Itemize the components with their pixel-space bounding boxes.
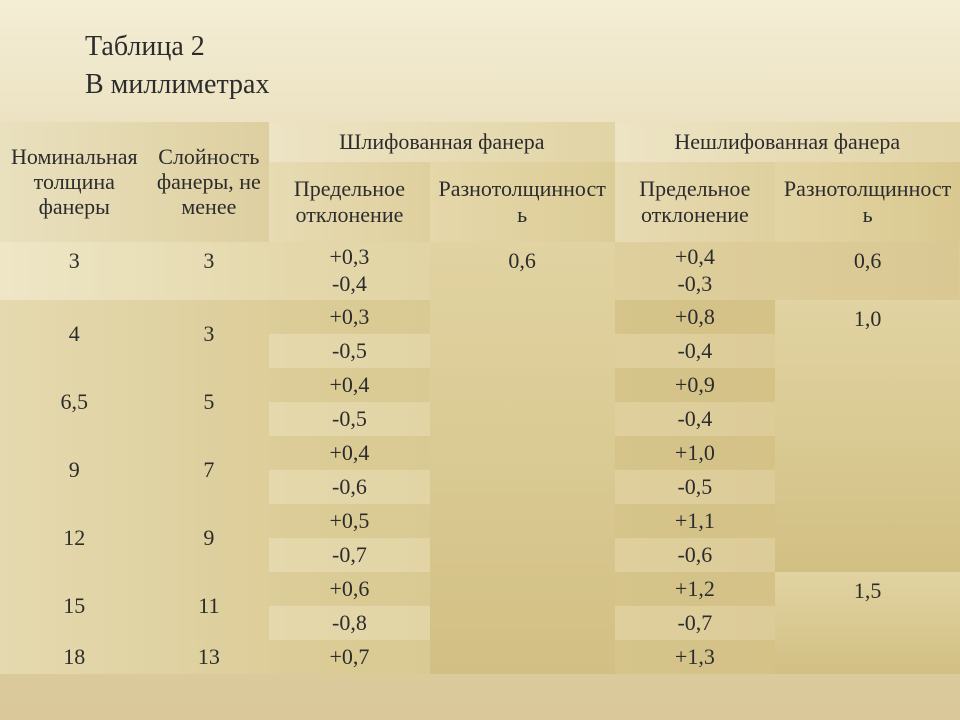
- cell-layers: 3: [149, 242, 270, 300]
- cell-layers: 3: [149, 300, 270, 368]
- cell-thickness: 9: [0, 436, 149, 504]
- cell-u-neg: -0,4: [615, 402, 776, 436]
- cell-thickness: 4: [0, 300, 149, 368]
- cell-u-dev: +0,4-0,3: [615, 242, 776, 300]
- cell-u-var: 1,0: [775, 300, 960, 572]
- cell-thickness: 12: [0, 504, 149, 572]
- cell-layers: 7: [149, 436, 270, 504]
- cell-thickness: 3: [0, 242, 149, 300]
- cell-s-pos: +0,7: [269, 640, 430, 674]
- col-header-s-variation: Разнотолщинность: [430, 162, 615, 242]
- cell-u-neg: -0,6: [615, 538, 776, 572]
- cell-u-neg: -0,4: [615, 334, 776, 368]
- cell-u-var: 1,5: [775, 572, 960, 674]
- cell-u-pos: +0,9: [615, 368, 776, 402]
- cell-layers: 13: [149, 640, 270, 674]
- cell-u-neg: -0,5: [615, 470, 776, 504]
- cell-s-neg: -0,5: [269, 402, 430, 436]
- col-header-s-deviation: Предельное отклонение: [269, 162, 430, 242]
- col-group-unsanded: Нешлифованная фанера: [615, 122, 960, 162]
- cell-s-neg: -0,5: [269, 334, 430, 368]
- cell-layers: 9: [149, 504, 270, 572]
- cell-u-pos: +1,1: [615, 504, 776, 538]
- cell-u-pos: +0,8: [615, 300, 776, 334]
- cell-s-pos: +0,4: [269, 368, 430, 402]
- cell-u-var: 0,6: [775, 242, 960, 300]
- cell-s-neg: -0,6: [269, 470, 430, 504]
- cell-thickness: 6,5: [0, 368, 149, 436]
- cell-s-var: 0,6: [430, 242, 615, 674]
- plywood-tolerance-table: Номинальная толщина фанеры Слойность фан…: [0, 122, 960, 674]
- col-group-sanded: Шлифованная фанера: [269, 122, 614, 162]
- cell-u-neg: -0,7: [615, 606, 776, 640]
- cell-s-neg: -0,7: [269, 538, 430, 572]
- table-row: 3 3 +0,3-0,4 0,6 +0,4-0,3 0,6: [0, 242, 960, 300]
- cell-thickness: 15: [0, 572, 149, 640]
- col-header-u-deviation: Предельное отклонение: [615, 162, 776, 242]
- cell-s-pos: +0,6: [269, 572, 430, 606]
- cell-layers: 11: [149, 572, 270, 640]
- col-header-u-variation: Разнотолщинность: [775, 162, 960, 242]
- cell-s-pos: +0,5: [269, 504, 430, 538]
- col-header-layers: Слойность фанеры, не менее: [149, 122, 270, 242]
- table-units: В миллиметрах: [85, 66, 960, 104]
- cell-s-pos: +0,4: [269, 436, 430, 470]
- cell-s-neg: -0,8: [269, 606, 430, 640]
- table-caption: Таблица 2: [85, 28, 960, 66]
- cell-u-pos: +1,2: [615, 572, 776, 606]
- cell-u-pos: +1,3: [615, 640, 776, 674]
- cell-layers: 5: [149, 368, 270, 436]
- cell-u-pos: +1,0: [615, 436, 776, 470]
- cell-thickness: 18: [0, 640, 149, 674]
- cell-s-dev: +0,3-0,4: [269, 242, 430, 300]
- cell-s-pos: +0,3: [269, 300, 430, 334]
- col-header-thickness: Номинальная толщина фанеры: [0, 122, 149, 242]
